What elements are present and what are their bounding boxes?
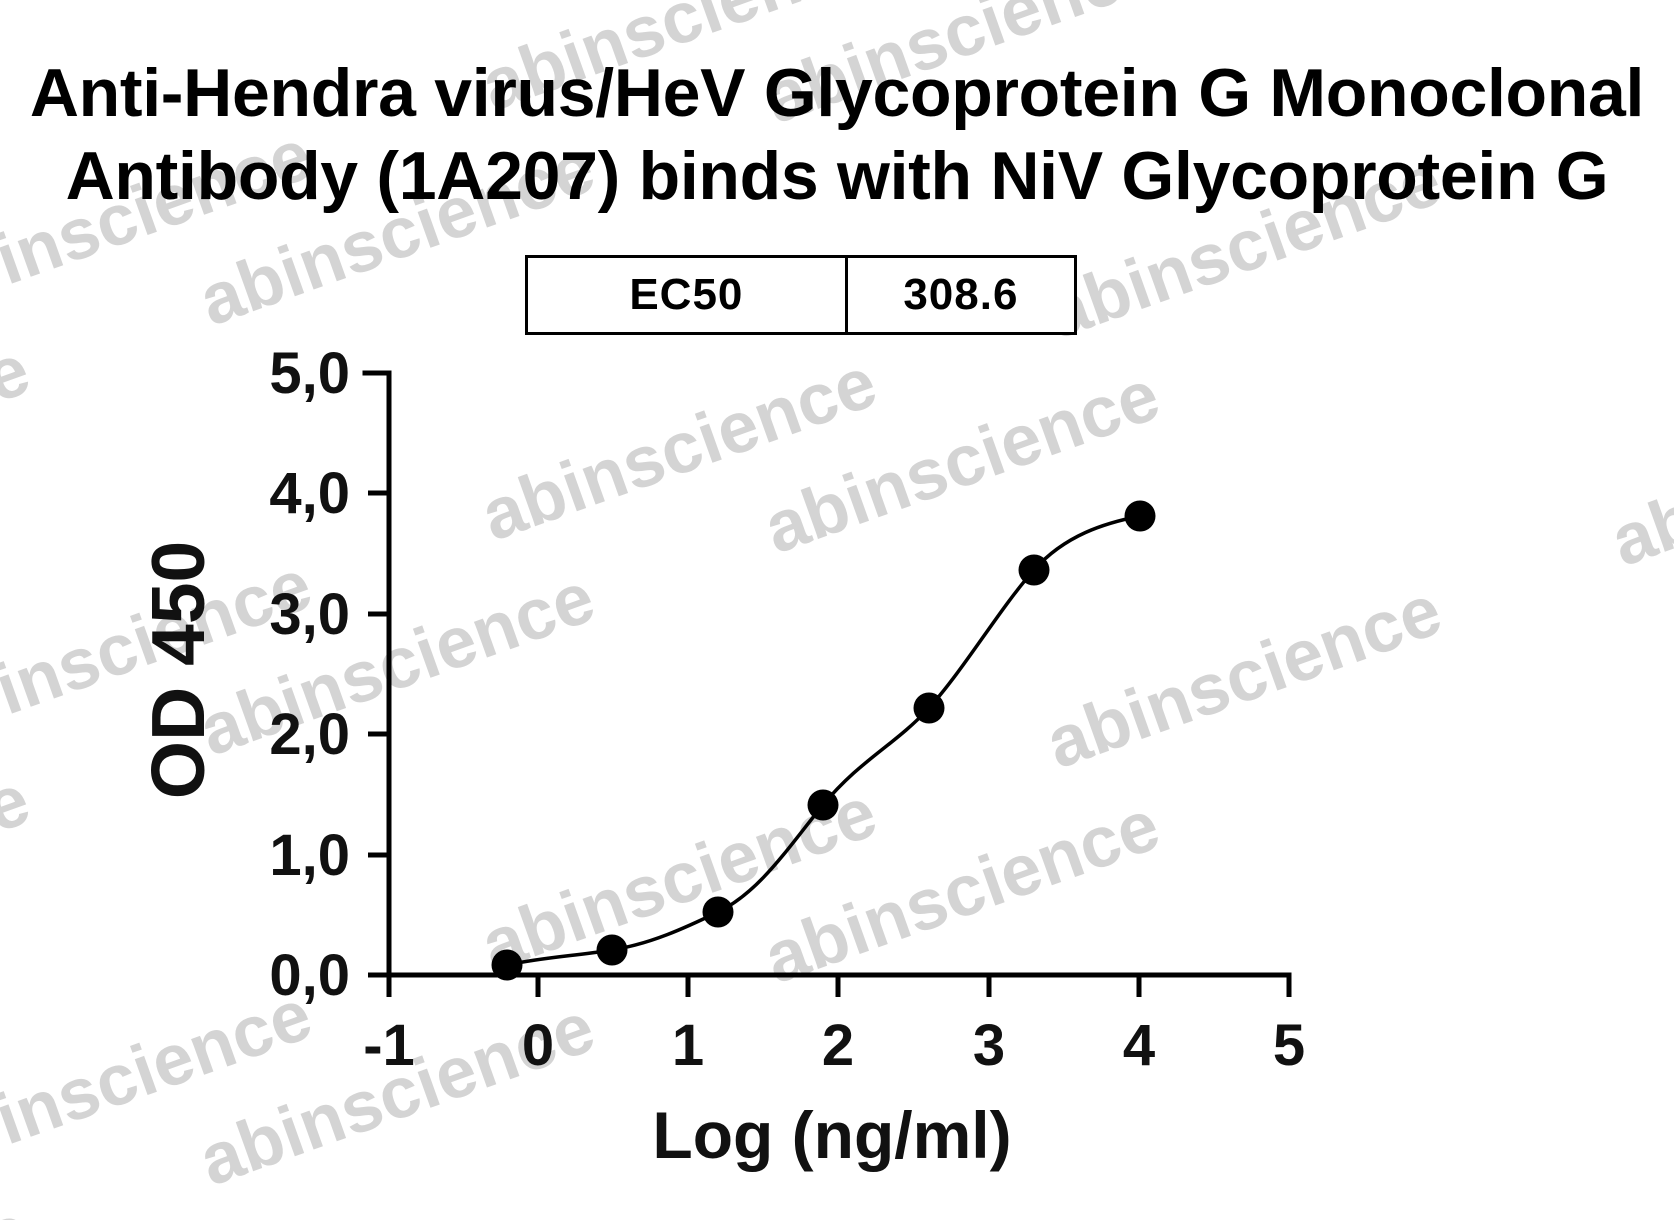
svg-text:3,0: 3,0 bbox=[269, 582, 350, 647]
svg-text:1,0: 1,0 bbox=[269, 823, 350, 888]
svg-text:5,0: 5,0 bbox=[269, 341, 350, 406]
svg-text:4,0: 4,0 bbox=[269, 461, 350, 526]
svg-text:OD 450: OD 450 bbox=[136, 541, 220, 799]
svg-text:2: 2 bbox=[822, 1013, 854, 1078]
svg-text:3: 3 bbox=[973, 1013, 1005, 1078]
svg-text:-1: -1 bbox=[363, 1013, 415, 1078]
svg-text:1: 1 bbox=[672, 1013, 704, 1078]
svg-text:4: 4 bbox=[1123, 1013, 1155, 1078]
svg-text:0: 0 bbox=[522, 1013, 554, 1078]
svg-text:Log (ng/ml): Log (ng/ml) bbox=[652, 1098, 1011, 1172]
svg-text:5: 5 bbox=[1273, 1013, 1305, 1078]
svg-text:0,0: 0,0 bbox=[269, 943, 350, 1008]
svg-text:2,0: 2,0 bbox=[269, 702, 350, 767]
